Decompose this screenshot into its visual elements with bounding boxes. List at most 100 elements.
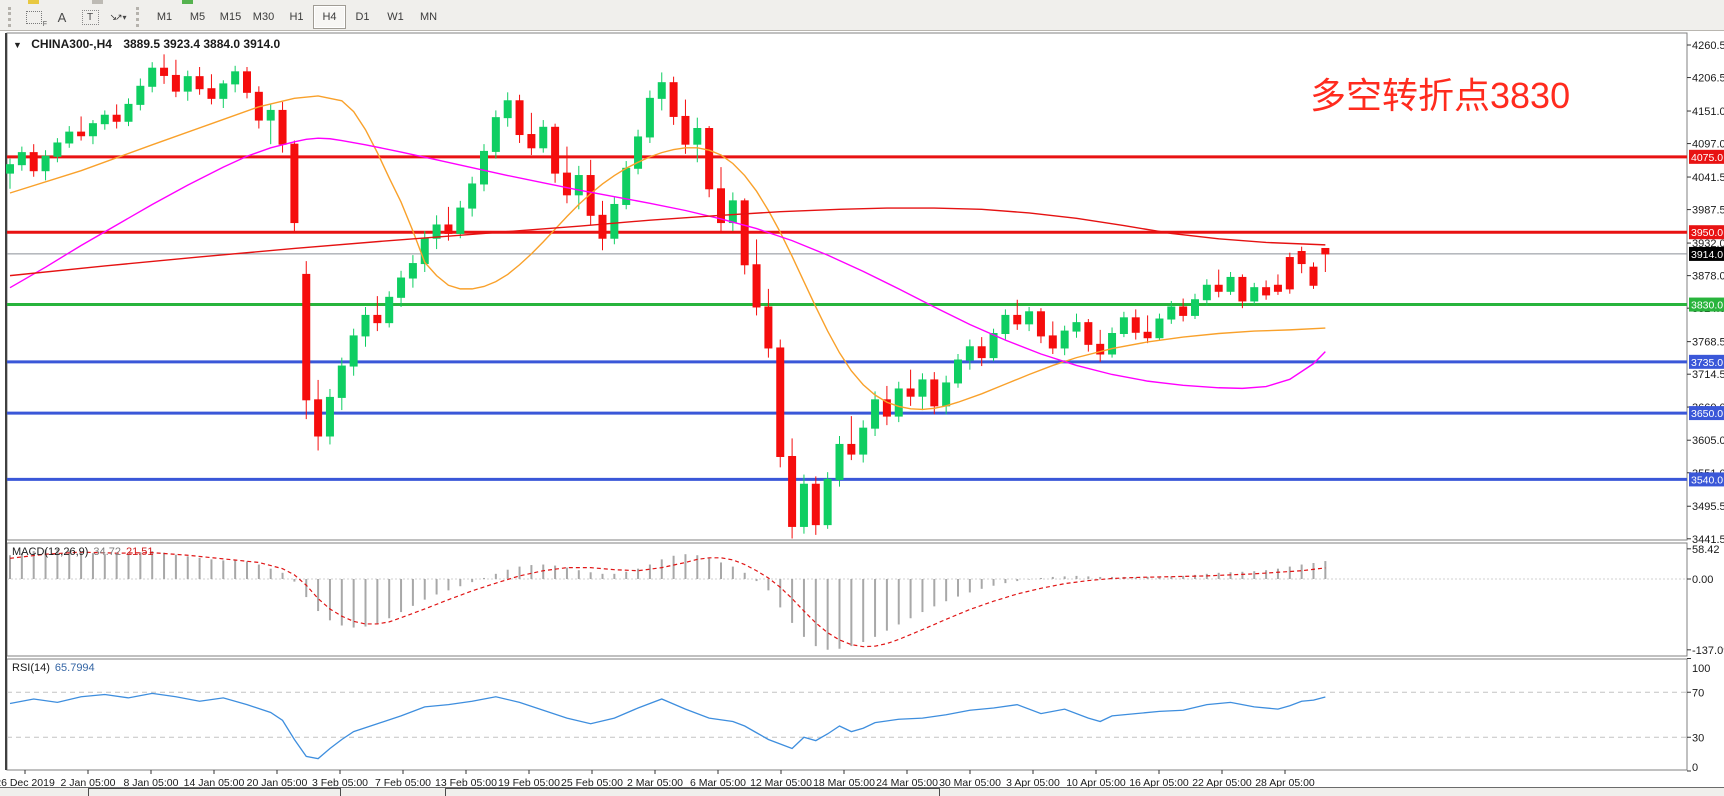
level-price-tag: 3735.0 <box>1689 354 1724 369</box>
rsi-value: 65.7994 <box>54 662 95 674</box>
toolbar-inner: F A T ↘↗ ▾ M1 M5 M15 M30 H1 H4 D1 W1 MN <box>0 4 445 30</box>
toolbar-overflow-sliver <box>182 0 193 4</box>
chart-quote: 3889.5 3923.4 3884.0 3914.0 <box>123 37 281 51</box>
svg-text:-137.09: -137.09 <box>1692 645 1724 657</box>
chart-symbol: CHINA300-,H4 <box>31 37 112 51</box>
svg-text:3441.5: 3441.5 <box>1692 534 1724 546</box>
svg-text:3540.0: 3540.0 <box>1691 474 1723 486</box>
svg-text:4260.5: 4260.5 <box>1692 40 1724 52</box>
svg-text:25 Feb 05:00: 25 Feb 05:00 <box>561 777 623 789</box>
rsi-name: RSI(14) <box>12 662 50 674</box>
svg-text:16 Apr 05:00: 16 Apr 05:00 <box>1129 777 1189 789</box>
svg-text:0.00: 0.00 <box>1692 574 1713 586</box>
svg-text:8 Jan 05:00: 8 Jan 05:00 <box>124 777 179 789</box>
cycle-arrows-icon: ↘↗ <box>109 11 122 22</box>
timeframe-button-m1[interactable]: M1 <box>156 11 173 23</box>
rsi-pane: 100 70 30 0 <box>7 658 1710 774</box>
svg-text:3 Feb 05:00: 3 Feb 05:00 <box>312 777 368 789</box>
letter-a-icon: A <box>57 9 67 25</box>
timeframe-button-mn[interactable]: MN <box>419 11 438 23</box>
svg-text:14 Jan 05:00: 14 Jan 05:00 <box>184 777 245 789</box>
ma-fast-orange <box>9 95 1326 411</box>
svg-text:4206.5: 4206.5 <box>1692 73 1724 85</box>
svg-text:58.42: 58.42 <box>1692 544 1720 556</box>
svg-text:3650.0: 3650.0 <box>1691 408 1723 420</box>
svg-text:18 Mar 05:00: 18 Mar 05:00 <box>813 777 875 789</box>
macd-signal-value: 21.51 <box>125 546 154 558</box>
price-axis: 4260.54206.54151.04097.04041.53987.53932… <box>1687 40 1724 546</box>
svg-text:3605.0: 3605.0 <box>1692 435 1724 447</box>
ma-slow-red <box>9 207 1326 277</box>
svg-text:30: 30 <box>1692 732 1704 744</box>
svg-text:20 Jan 05:00: 20 Jan 05:00 <box>247 777 308 789</box>
timeframe-button-group: M1 M5 M15 M30 H1 H4 D1 W1 MN <box>148 5 445 29</box>
svg-text:3495.5: 3495.5 <box>1692 501 1724 513</box>
chart-title[interactable]: ▼ CHINA300-,H4 3889.5 3923.4 3884.0 3914… <box>13 37 280 51</box>
svg-text:100: 100 <box>1692 663 1710 675</box>
trend-annotation-text: 多空转折点3830 <box>1310 75 1571 116</box>
ma-mid-magenta <box>9 137 1326 390</box>
template-grid-icon: F <box>26 10 47 28</box>
svg-text:3950.0: 3950.0 <box>1691 227 1723 239</box>
svg-text:10 Apr 05:00: 10 Apr 05:00 <box>1066 777 1126 789</box>
svg-text:6 Mar 05:00: 6 Mar 05:00 <box>690 777 746 789</box>
candlesticks <box>6 54 1330 539</box>
chevron-down-icon: ▾ <box>122 12 127 22</box>
timeframe-button-m5[interactable]: M5 <box>189 11 206 23</box>
macd-pane: 58.42 0.00 -137.09 <box>7 544 1724 657</box>
svg-text:26 Dec 2019: 26 Dec 2019 <box>0 777 55 789</box>
timeframe-button-m15[interactable]: M15 <box>219 11 242 23</box>
toolbar: F A T ↘↗ ▾ M1 M5 M15 M30 H1 H4 D1 W1 MN <box>0 0 1724 31</box>
timeframe-button-h4[interactable]: H4 <box>313 5 346 29</box>
svg-text:4075.0: 4075.0 <box>1691 152 1723 164</box>
chart-canvas[interactable]: 4260.54206.54151.04097.04041.53987.53932… <box>0 31 1724 796</box>
svg-text:3878.0: 3878.0 <box>1692 271 1724 283</box>
svg-text:22 Apr 05:00: 22 Apr 05:00 <box>1192 777 1252 789</box>
svg-text:13 Feb 05:00: 13 Feb 05:00 <box>435 777 497 789</box>
arrows-tool-button[interactable]: ↘↗ ▾ <box>104 4 132 30</box>
svg-text:3914.0: 3914.0 <box>1691 249 1723 261</box>
svg-text:2 Jan 05:00: 2 Jan 05:00 <box>61 777 116 789</box>
chart-dropdown-icon[interactable]: ▼ <box>13 40 22 50</box>
rsi-indicator-label: RSI(14) 65.7994 <box>12 662 95 674</box>
window-tab[interactable] <box>88 788 341 796</box>
svg-text:19 Feb 05:00: 19 Feb 05:00 <box>498 777 560 789</box>
horizontal-level-lines[interactable] <box>7 155 1687 481</box>
template-tool-button[interactable]: F <box>20 4 48 30</box>
svg-text:3 Apr 05:00: 3 Apr 05:00 <box>1006 777 1060 789</box>
svg-text:2 Mar 05:00: 2 Mar 05:00 <box>627 777 683 789</box>
svg-text:3830.0: 3830.0 <box>1691 300 1723 312</box>
level-price-tag: 3830.0 <box>1689 297 1724 312</box>
panel-borders <box>5 32 1688 771</box>
timeframe-button-w1[interactable]: W1 <box>387 11 404 23</box>
level-price-tag: 3540.0 <box>1689 472 1724 487</box>
window-tab[interactable] <box>445 788 940 796</box>
svg-text:4151.0: 4151.0 <box>1692 106 1724 118</box>
timeframe-button-d1[interactable]: D1 <box>355 11 370 23</box>
svg-text:12 Mar 05:00: 12 Mar 05:00 <box>750 777 812 789</box>
svg-text:3714.5: 3714.5 <box>1692 369 1724 381</box>
macd-indicator-label: MACD(12,26,9) 34.72 21.51 <box>12 546 153 558</box>
svg-text:28 Apr 05:00: 28 Apr 05:00 <box>1255 777 1315 789</box>
svg-text:4097.0: 4097.0 <box>1692 139 1724 151</box>
toolbar-grip[interactable] <box>8 7 16 27</box>
macd-name: MACD(12,26,9) <box>12 546 89 558</box>
svg-text:3768.5: 3768.5 <box>1692 337 1724 349</box>
level-price-tag: 4075.0 <box>1689 149 1724 164</box>
timeframe-button-h1[interactable]: H1 <box>289 11 304 23</box>
svg-text:3987.5: 3987.5 <box>1692 205 1724 217</box>
svg-text:4041.5: 4041.5 <box>1692 172 1724 184</box>
svg-text:30 Mar 05:00: 30 Mar 05:00 <box>939 777 1001 789</box>
timeframe-button-m30[interactable]: M30 <box>252 11 275 23</box>
toolbar-grip[interactable] <box>136 7 144 27</box>
svg-text:0: 0 <box>1692 762 1698 774</box>
text-box-tool-button[interactable]: T <box>76 4 104 30</box>
text-box-icon: T <box>81 9 99 25</box>
text-label-tool-button[interactable]: A <box>48 4 76 30</box>
svg-text:70: 70 <box>1692 687 1704 699</box>
macd-main-value: 34.72 <box>93 546 121 558</box>
svg-text:7 Feb 05:00: 7 Feb 05:00 <box>375 777 431 789</box>
level-price-tag: 3650.0 <box>1689 406 1724 421</box>
toolbar-overflow-sliver <box>28 0 39 4</box>
